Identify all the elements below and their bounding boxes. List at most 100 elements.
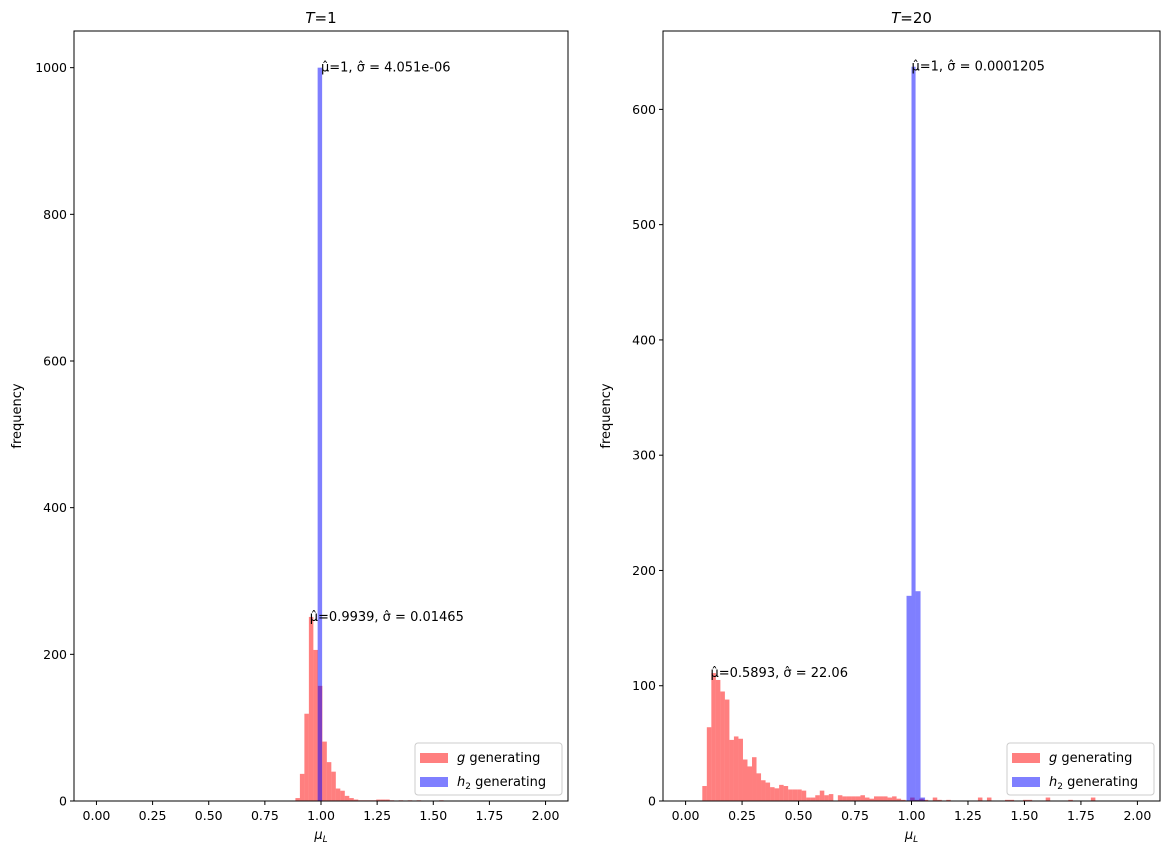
histogram-bar [747,766,753,801]
x-tick-label: 1.50 [419,808,447,823]
legend-text: generating [465,751,540,766]
series-h2 [317,67,323,801]
x-tick-label: 1.00 [307,808,335,823]
legend-label-h2: h2 generating [1049,775,1138,792]
histogram-bar [896,798,902,801]
histogram-bar [353,799,359,801]
series-g [702,673,1096,801]
histogram-bar [385,799,390,801]
stat-annotation: μ̂=1, σ̂ = 0.0001205 [912,60,1045,75]
histogram-bar [869,798,874,801]
legend-swatch-g [1012,753,1040,763]
histogram-bar [304,713,309,801]
y-tick-label: 300 [632,448,656,463]
subplot-2: 0.00 0.25 0.50 0.75 1.00 1.25 1.50 1.75 2.00 0 100… [599,9,1161,845]
histogram-bar [1009,799,1015,801]
histogram-bar [792,789,798,801]
histogram-bar [906,595,912,801]
legend-subscript: 2 [1057,782,1063,792]
histogram-bar [380,799,386,801]
histogram-bar [801,790,807,801]
histogram-bar [729,739,734,801]
legend-swatch-h2 [1012,777,1040,787]
stat-annotation: μ̂=0.9939, σ̂ = 0.01465 [310,610,464,625]
x-label-symbol: μ [904,828,913,843]
histogram-bar [797,789,802,801]
histogram-bar [1005,799,1010,801]
y-tick-label: 100 [632,678,656,693]
histogram-bar [774,788,780,801]
legend-swatch-h2 [420,777,448,787]
histogram-bar [711,673,716,801]
series-h2 [906,66,926,802]
x-tick-label: 0.00 [83,808,111,823]
histogram-bar [295,798,300,801]
histogram-bar [815,795,820,801]
y-tick-label: 0 [648,794,656,809]
y-tick-label: 600 [43,354,67,369]
histogram-bar [915,591,921,801]
title-variable: T [305,9,316,27]
histogram-bar [322,741,327,801]
legend-text: generating [1063,775,1138,790]
histogram-bar [299,773,305,801]
histogram-bar [340,790,345,801]
x-axis-label: μL [313,828,327,845]
x-tick-label: 0.50 [195,808,223,823]
x-tick-label: 0.25 [728,808,756,823]
x-tick-label: 0.75 [841,808,869,823]
legend-subscript: 2 [465,782,471,792]
histogram-bar [308,616,314,801]
histogram-bar [738,738,743,801]
x-label-subscript: L [323,835,328,845]
x-tick-label: 1.25 [954,808,982,823]
stat-annotation: μ̂=0.5893, σ̂ = 22.06 [710,666,848,681]
histogram-bar [806,797,811,801]
legend-frame [414,742,563,796]
histogram-bar [864,797,870,801]
chart-title: T=1 [305,9,336,27]
histogram-bar [706,727,712,801]
histogram-bar [810,797,816,801]
histogram-bar [326,762,332,801]
histogram-bar [819,790,825,801]
legend-symbol: g [457,751,465,766]
histogram-bar [846,796,852,801]
histogram-bar [331,771,336,801]
histogram-bar [920,797,926,801]
legend-label-h2: h2 generating [457,775,546,792]
y-tick-label: 500 [632,217,656,232]
histogram-bar [828,794,834,801]
x-tick-label: 1.50 [1011,808,1039,823]
histogram-bar [317,67,323,801]
legend-symbol: h [457,775,465,790]
histogram-bar [986,797,992,801]
histogram-bar [911,66,916,802]
x-tick-label: 0.50 [785,808,813,823]
legend-label-g: g generating [457,751,540,766]
histogram-bar [724,699,730,801]
x-tick-label: 2.00 [532,808,560,823]
legend-swatch-g [420,753,448,763]
histogram-bar [779,784,784,801]
histogram-bar [376,799,381,801]
histogram-bar [824,795,829,801]
x-tick-label: 0.25 [139,808,167,823]
y-axis-label: frequency [10,383,25,449]
y-tick-label: 800 [43,207,67,222]
histogram-bar [946,799,951,801]
histogram-bar [851,796,856,801]
histogram-bar [1068,799,1073,801]
histogram-bar [752,757,757,801]
stat-annotation: μ̂=1, σ̂ = 4.051e-06 [321,61,451,76]
histogram-bar [770,787,775,801]
histogram-bar [855,796,861,801]
x-tick-label: 0.00 [672,808,700,823]
y-tick-label: 1000 [35,60,67,75]
title-value: =1 [315,9,337,27]
x-tick-label: 1.75 [475,808,503,823]
histogram-bar [313,649,318,801]
legend-text: generating [471,775,546,790]
